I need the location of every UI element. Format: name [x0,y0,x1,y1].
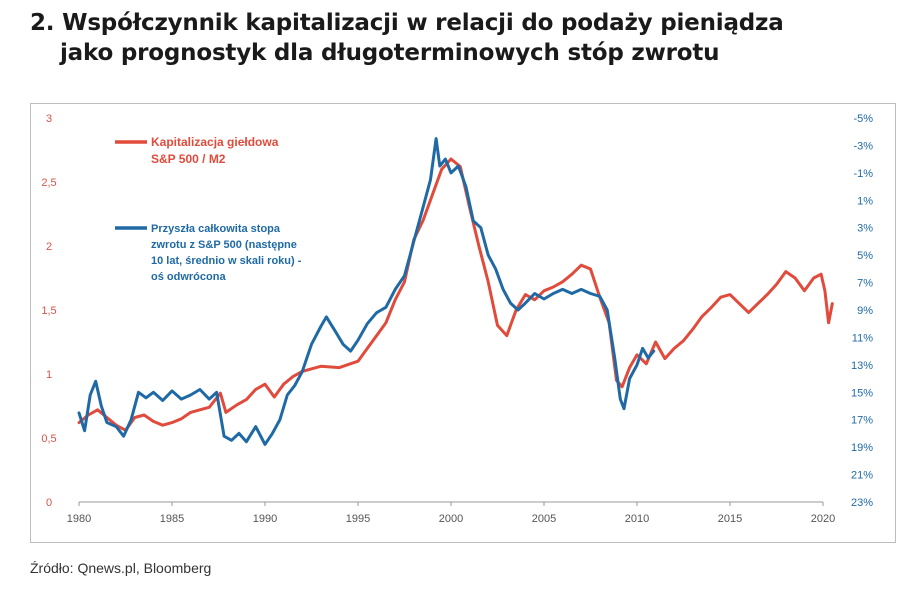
x-tick-label: 1985 [160,513,184,525]
right-axis-tick-label: 15% [851,387,873,399]
left-axis-tick-label: 0 [46,497,52,509]
left-axis-tick-label: 0,5 [41,433,56,445]
chart-title-line1: 2. Współczynnik kapitalizacji w relacji … [30,10,784,36]
right-axis-tick-label: 13% [851,360,873,372]
right-axis-tick-label: -3% [853,140,873,152]
right-axis-tick-label: 11% [852,332,873,344]
legend-label-market-cap: S&P 500 / M2 [151,152,226,166]
left-axis-tick-label: 3 [46,113,52,125]
chart-frame: 1980 1985 1990 1995 2000 2005 2010 2015 2020 0 0,5… [30,103,896,543]
right-axis-tick-label: 19% [851,442,873,454]
legend-label-future-return: 10 lat, średnio w skali roku) - [151,255,302,267]
x-tick-label: 1995 [346,513,370,525]
right-axis-tick-label: -5% [853,113,873,125]
right-axis-tick-label: 7% [857,278,873,290]
x-tick-label: 2020 [811,513,835,525]
legend-label-future-return: zwrotu z S&P 500 (następne [151,239,297,251]
legend-label-future-return: Przyszła całkowita stopa [151,223,281,235]
right-axis-tick-label: 23% [851,497,873,509]
series-line-market-cap-m2 [77,157,834,432]
x-tick-label: 2005 [532,513,556,525]
left-axis-tick-label: 1,5 [41,305,56,317]
right-axis-tick-label: 21% [851,470,873,482]
right-axis-tick-label: -1% [853,168,873,180]
right-axis-tick-label: 3% [857,223,873,235]
left-axis-tick-label: 2 [46,241,52,253]
x-tick-label: 2015 [718,513,742,525]
legend-label-future-return: oś odwrócona [151,271,226,283]
x-tick-label: 1990 [253,513,277,525]
chart-title-line2: jako prognostyk dla długoterminowych stó… [60,40,720,66]
chart-title: 2. Współczynnik kapitalizacji w relacji … [30,8,890,68]
chart-svg: 1980 1985 1990 1995 2000 2005 2010 2015 2020 0 0,5… [41,113,873,525]
source-note: Źródło: Qnews.pl, Bloomberg [30,560,212,576]
x-tick-label: 1980 [67,513,91,525]
legend-label-market-cap: Kapitalizacja giełdowa [151,135,279,149]
left-axis-tick-label: 2,5 [41,177,56,189]
right-axis-tick-label: 5% [857,250,873,262]
x-tick-label: 2000 [439,513,463,525]
series-line-future-return [77,137,656,446]
right-axis-tick-label: 17% [851,415,873,427]
x-tick-label: 2010 [625,513,649,525]
right-axis-tick-label: 1% [857,195,873,207]
right-axis-tick-label: 9% [857,305,873,317]
left-axis-tick-label: 1 [46,369,52,381]
